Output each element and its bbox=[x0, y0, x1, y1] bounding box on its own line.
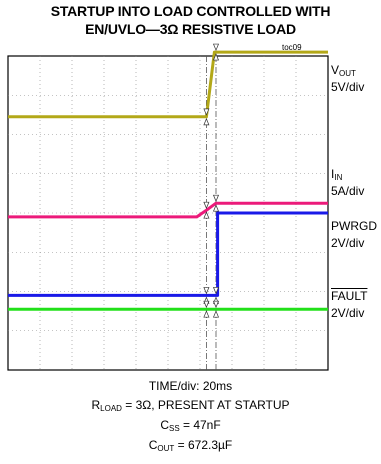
cursor-marker bbox=[203, 310, 210, 318]
cursor-marker bbox=[212, 287, 220, 295]
iin-label: IIN bbox=[331, 167, 343, 182]
cursor-marker bbox=[203, 108, 210, 116]
cursor-marker bbox=[212, 300, 220, 309]
series-vout-line bbox=[8, 50, 328, 119]
time-div-caption: TIME/div: 20ms bbox=[148, 379, 233, 393]
rload-caption: RLOAD = 3Ω, PRESENT AT STARTUP bbox=[91, 398, 290, 413]
cout-caption: COUT = 672.3µF bbox=[148, 438, 233, 453]
vout-scale: 5V/div bbox=[331, 80, 365, 94]
cursor-marker bbox=[203, 201, 210, 210]
series-iin-line bbox=[8, 201, 328, 219]
cursor-marker bbox=[212, 194, 220, 203]
css-caption: CSS = 47nF bbox=[160, 418, 221, 433]
cursor-marker bbox=[212, 43, 220, 51]
cursor-marker bbox=[203, 117, 210, 126]
chart-title-line2: EN/UVLO—3Ω RESISTIVE LOAD bbox=[85, 21, 296, 37]
cursor-marker bbox=[203, 287, 210, 295]
cursor-marker bbox=[203, 211, 210, 219]
pwrgd-scale: 2V/div bbox=[331, 236, 365, 250]
cursor-marker bbox=[212, 53, 220, 61]
cursor-marker bbox=[212, 204, 220, 212]
iin-scale: 5A/div bbox=[331, 184, 365, 198]
fault-scale: 2V/div bbox=[331, 306, 365, 320]
pwrgd-label: PWRGD bbox=[331, 219, 377, 233]
fault-label: FAULT bbox=[331, 289, 368, 303]
chart-title-line1: STARTUP INTO LOAD CONTROLLED WITH bbox=[50, 3, 331, 19]
series-pwrgd-line bbox=[8, 211, 328, 297]
vout-label: VOUT bbox=[331, 63, 356, 78]
figure-id: toc09 bbox=[282, 43, 302, 52]
cursor-marker bbox=[203, 300, 210, 309]
cursor-marker bbox=[212, 310, 220, 318]
